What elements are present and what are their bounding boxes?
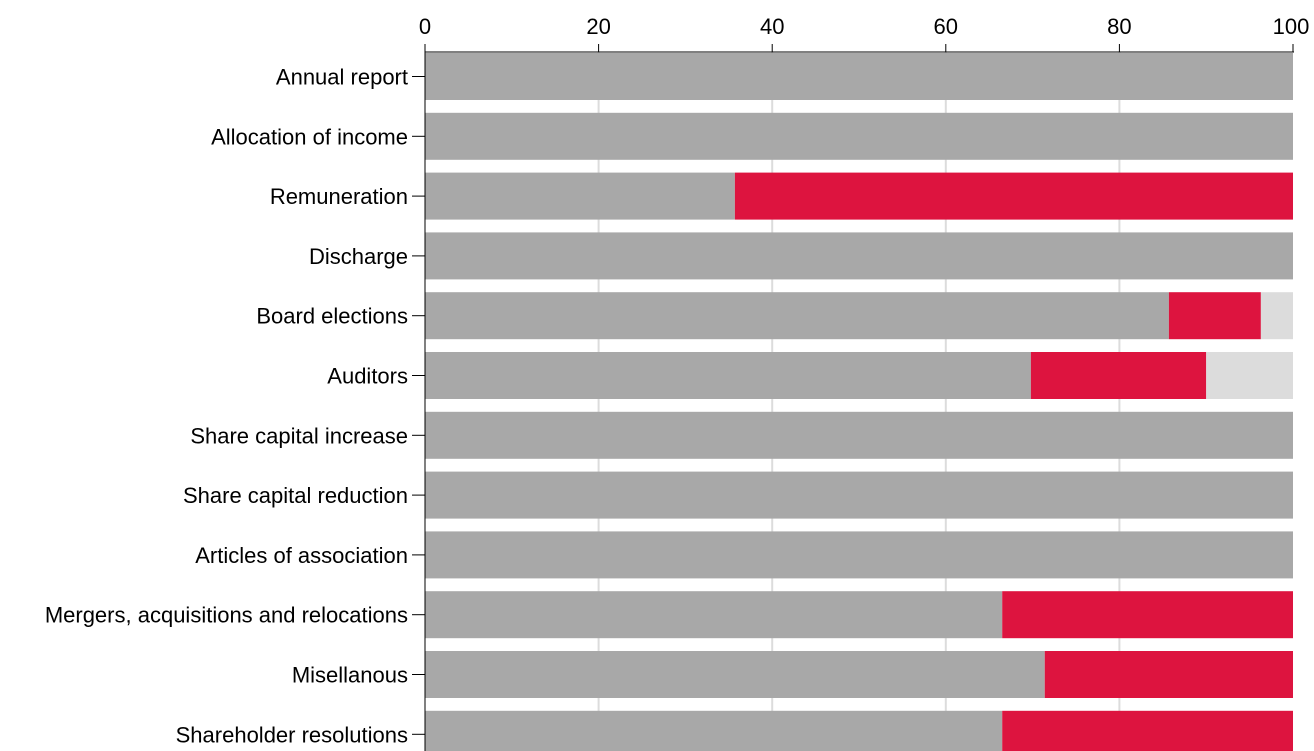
bar-segment-2-1 bbox=[734, 172, 1293, 220]
x-tick-label: 20 bbox=[586, 14, 610, 39]
bar-segment-9-1 bbox=[1002, 591, 1293, 639]
bar-segment-4-0 bbox=[425, 292, 1169, 340]
bar-segment-0-0 bbox=[425, 53, 1293, 100]
category-label: Mergers, acquisitions and relocations bbox=[45, 603, 408, 628]
bar-segment-3-0 bbox=[425, 232, 1293, 280]
bar-segment-11-1 bbox=[1002, 710, 1293, 751]
category-label: Remuneration bbox=[270, 184, 408, 209]
bars bbox=[425, 53, 1293, 751]
category-label: Board elections bbox=[256, 304, 408, 329]
axes bbox=[412, 44, 1294, 751]
bar-segment-4-1 bbox=[1168, 292, 1261, 340]
bar-segment-10-1 bbox=[1044, 651, 1293, 698]
bar-segment-5-2 bbox=[1206, 352, 1293, 399]
bar-segment-5-1 bbox=[1030, 352, 1207, 399]
bar-segment-9-0 bbox=[425, 591, 1003, 639]
x-tick-label: 40 bbox=[760, 14, 784, 39]
x-tick-label: 0 bbox=[419, 14, 431, 39]
category-label: Shareholder resolutions bbox=[176, 722, 408, 747]
bar-segment-2-0 bbox=[425, 172, 735, 220]
category-label: Misellanous bbox=[292, 663, 408, 688]
category-label: Articles of association bbox=[195, 543, 408, 568]
bar-segment-8-0 bbox=[425, 531, 1293, 579]
category-label: Annual report bbox=[276, 65, 408, 90]
x-tick-label: 100 bbox=[1273, 14, 1310, 39]
bar-segment-7-0 bbox=[425, 471, 1293, 519]
bar-segment-4-2 bbox=[1260, 292, 1293, 340]
category-label: Allocation of income bbox=[211, 124, 408, 149]
bar-segment-1-0 bbox=[425, 112, 1293, 160]
bar-segment-10-0 bbox=[425, 651, 1045, 698]
x-tick-label: 80 bbox=[1107, 14, 1131, 39]
category-label: Share capital increase bbox=[190, 423, 408, 448]
bar-segment-6-0 bbox=[425, 411, 1293, 459]
labels: 0 20 40 60 80 100 Annual report Allocation of i… bbox=[45, 14, 1310, 747]
category-label: Auditors bbox=[327, 364, 408, 389]
bar-segment-5-0 bbox=[425, 352, 1031, 399]
bar-segment-11-0 bbox=[425, 710, 1003, 751]
category-label: Share capital reduction bbox=[183, 483, 408, 508]
category-label: Discharge bbox=[309, 244, 408, 269]
x-tick-label: 60 bbox=[934, 14, 958, 39]
